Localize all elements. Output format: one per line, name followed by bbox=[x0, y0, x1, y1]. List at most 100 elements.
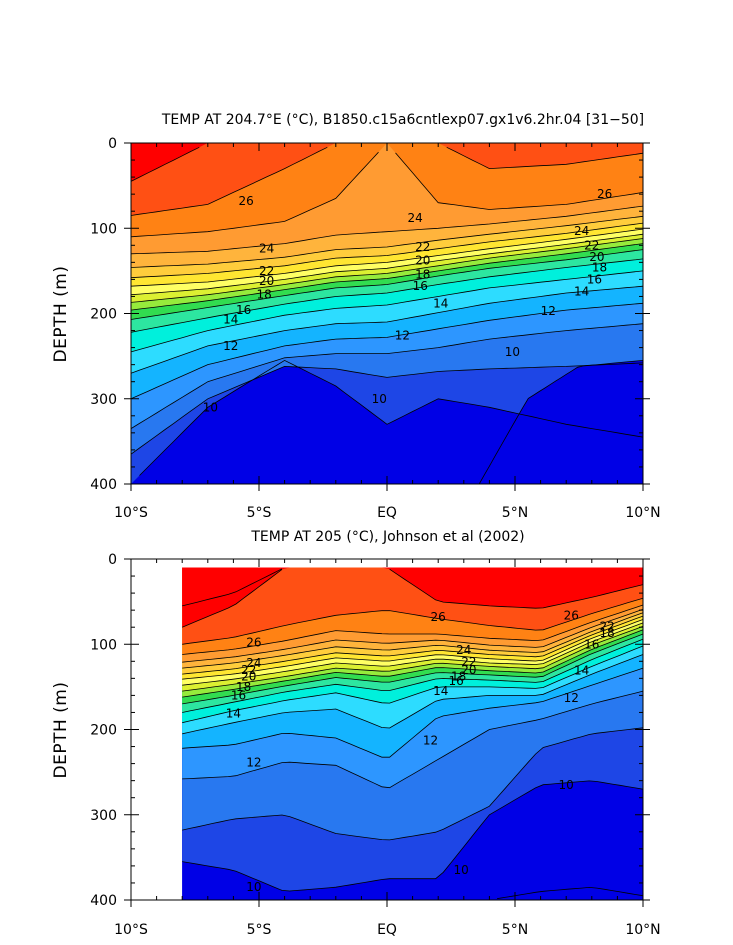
contour-label: 14 bbox=[433, 296, 448, 310]
isotherm-line-10 bbox=[182, 780, 644, 892]
isotherm-line-23 bbox=[182, 612, 644, 669]
x-tick-label: 5°N bbox=[502, 922, 528, 938]
contour-label: 26 bbox=[431, 610, 446, 624]
contour-label: 20 bbox=[415, 254, 430, 268]
contour-label: 14 bbox=[574, 664, 589, 678]
isotherm-line-21 bbox=[130, 228, 644, 287]
x-tick-label: 10°N bbox=[625, 505, 660, 521]
contour-label: 12 bbox=[564, 691, 579, 705]
isotherm-line-17 bbox=[130, 249, 644, 320]
contour-label: 14 bbox=[433, 684, 448, 698]
y-tick-label: 0 bbox=[108, 136, 117, 152]
contour-label: 10 bbox=[372, 392, 387, 406]
contour-label: 26 bbox=[564, 608, 579, 622]
upper-y-axis-label: DEPTH (m) bbox=[51, 266, 71, 363]
x-tick-label: EQ bbox=[377, 922, 397, 938]
isotherm-line-27 bbox=[182, 568, 644, 628]
isotherm-line-14 bbox=[130, 285, 644, 374]
isotherm-line-13 bbox=[130, 302, 644, 400]
contour-label: 24 bbox=[408, 211, 423, 225]
contour-label: 26 bbox=[246, 636, 261, 650]
contour-label: 26 bbox=[239, 194, 254, 208]
contour-label: 16 bbox=[584, 637, 599, 651]
contour-label: 14 bbox=[226, 706, 241, 720]
contour-label: 14 bbox=[574, 284, 589, 298]
contour-label: 20 bbox=[259, 274, 274, 288]
y-tick-label: 300 bbox=[90, 808, 117, 824]
isotherm-line-18 bbox=[182, 629, 644, 698]
lower-contour-panel: TEMP AT 205 (°C), Johnson et al (2002) D… bbox=[51, 529, 661, 938]
y-tick-label: 0 bbox=[108, 552, 117, 568]
isotherm-line-20 bbox=[130, 233, 644, 296]
upper-title: TEMP AT 204.7°E (°C), B1850.c15a6cntlexp… bbox=[161, 112, 644, 128]
contour-label: 10 bbox=[505, 345, 520, 359]
lower-y-axis-label: DEPTH (m) bbox=[51, 682, 71, 779]
contour-label: 18 bbox=[236, 680, 251, 694]
isotherm-line-12 bbox=[130, 323, 644, 429]
deep-cold-patch bbox=[478, 359, 644, 485]
isotherm-line-20 bbox=[182, 622, 644, 686]
isotherm-line-22 bbox=[182, 615, 644, 675]
y-tick-label: 200 bbox=[90, 307, 117, 323]
contour-label: 24 bbox=[574, 224, 589, 238]
contour-label: 22 bbox=[241, 663, 256, 677]
x-tick-label: 10°N bbox=[625, 922, 660, 938]
contour-label: 22 bbox=[584, 238, 599, 252]
isotherm-line-28 bbox=[182, 568, 283, 607]
isotherm-line-27 bbox=[130, 146, 200, 182]
isotherm-line-15 bbox=[130, 270, 644, 353]
isotherm-line-10 bbox=[139, 359, 644, 476]
isotherm-line-14 bbox=[182, 654, 644, 735]
isotherm-line-25 bbox=[130, 151, 644, 238]
contour-label: 10 bbox=[203, 400, 218, 414]
y-tick-label: 300 bbox=[90, 392, 117, 408]
contour-label: 12 bbox=[246, 756, 261, 770]
contour-label: 16 bbox=[587, 272, 602, 286]
contour-label: 18 bbox=[256, 288, 271, 302]
isotherm-line-26 bbox=[182, 597, 644, 645]
contour-label: 18 bbox=[592, 261, 607, 275]
x-tick-label: 5°S bbox=[247, 922, 272, 938]
isotherm-line-26 bbox=[130, 146, 644, 216]
contour-label: 20 bbox=[589, 250, 604, 264]
isotherm-line-18 bbox=[130, 243, 644, 311]
isotherm-line-16 bbox=[130, 258, 644, 333]
isotherm-line-12 bbox=[182, 690, 644, 789]
contour-label: 14 bbox=[223, 313, 238, 327]
contour-label: 16 bbox=[413, 279, 428, 293]
isotherm-line-11 bbox=[182, 727, 644, 841]
contour-label: 10 bbox=[246, 880, 261, 894]
contour-label: 24 bbox=[259, 242, 274, 256]
upper-contour-panel: TEMP AT 204.7°E (°C), B1850.c15a6cntlexp… bbox=[51, 112, 661, 521]
contour-label: 26 bbox=[597, 187, 612, 201]
isotherm-line-24 bbox=[182, 608, 644, 663]
x-tick-label: 10°S bbox=[114, 505, 148, 521]
contour-label: 12 bbox=[423, 734, 438, 748]
contour-label: 12 bbox=[541, 304, 556, 318]
x-tick-label: 5°N bbox=[502, 505, 528, 521]
isotherm-line-17 bbox=[182, 633, 644, 705]
isotherm-line-9 bbox=[497, 886, 644, 900]
isotherm-line-16 bbox=[182, 638, 644, 713]
y-tick-label: 400 bbox=[90, 893, 117, 909]
contour-label: 18 bbox=[415, 267, 430, 281]
contour-label: 24 bbox=[246, 656, 261, 670]
contour-label: 10 bbox=[454, 863, 469, 877]
y-tick-label: 100 bbox=[90, 637, 117, 653]
contour-label: 18 bbox=[600, 626, 615, 640]
contour-label: 16 bbox=[231, 688, 246, 702]
x-tick-label: EQ bbox=[377, 505, 397, 521]
isotherm-line-24 bbox=[130, 205, 644, 255]
contour-label: 20 bbox=[241, 670, 256, 684]
contour-label: 24 bbox=[456, 643, 471, 657]
contour-label: 10 bbox=[559, 778, 574, 792]
contour-label: 22 bbox=[259, 264, 274, 278]
isotherm-line-13 bbox=[182, 667, 644, 758]
temperature-band-27 bbox=[182, 567, 643, 628]
contour-label: 22 bbox=[461, 655, 476, 669]
x-tick-label: 5°S bbox=[247, 505, 272, 521]
temperature-band-28 bbox=[182, 567, 643, 606]
isotherm-line-15 bbox=[182, 645, 644, 724]
contour-label: 12 bbox=[223, 339, 238, 353]
